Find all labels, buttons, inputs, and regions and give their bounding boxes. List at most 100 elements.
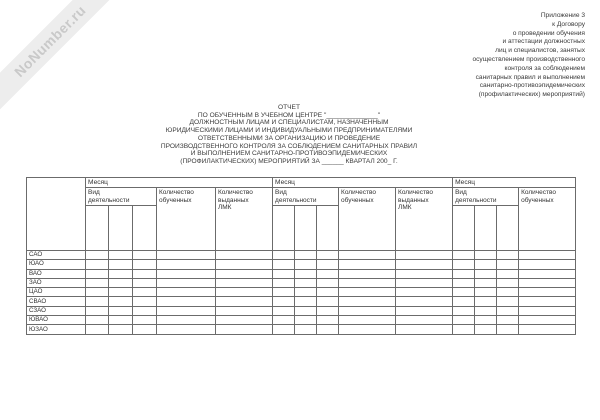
data-cell (474, 296, 498, 307)
district-label: САО (26, 249, 86, 261)
data-cell (518, 268, 577, 279)
data-cell (452, 277, 476, 289)
data-cell (452, 287, 476, 298)
data-cell (474, 259, 498, 270)
data-cell (156, 249, 216, 261)
appendix-note-line: санитарных правил и выполнением (475, 73, 585, 81)
data-cell (452, 296, 476, 307)
data-cell (214, 324, 274, 335)
title-line: ЮРИДИЧЕСКИМИ ЛИЦАМИ И ИНДИВИДУАЛЬНЫМИ ПР… (165, 127, 413, 135)
data-cell (85, 324, 109, 335)
data-cell (452, 324, 476, 335)
table-row: ВАО (26, 268, 577, 279)
data-cell (214, 296, 274, 307)
appendix-note-line: и аттестации должностных (502, 38, 586, 46)
report-table: Месяц Месяц Месяц Вид деятельности Колич… (26, 177, 577, 335)
data-cell (474, 287, 498, 298)
activity-subcell (452, 205, 476, 251)
trained-header-m3: Количество обученных (518, 187, 577, 251)
data-cell (132, 296, 157, 307)
table-row: СЗАО (26, 305, 577, 317)
data-cell (518, 296, 577, 307)
data-cell (395, 324, 454, 335)
data-cell (108, 268, 133, 279)
data-cell (316, 268, 340, 279)
data-cell (85, 296, 109, 307)
data-cell (294, 277, 318, 289)
data-cell (395, 315, 454, 326)
data-cell (496, 277, 520, 289)
data-cell (395, 259, 454, 270)
data-cell (452, 315, 476, 326)
appendix-note-line: осуществлением производственного (472, 55, 585, 63)
data-cell (108, 287, 133, 298)
title-line: ПО ОБУЧЕННЫМ В УЧЕБНОМ ЦЕНТРЕ "_________… (197, 111, 381, 119)
appendix-note-line: о проведении обучения (512, 29, 585, 37)
data-cell (272, 287, 296, 298)
data-cell (395, 296, 454, 307)
data-cell (496, 315, 520, 326)
data-cell (272, 324, 296, 335)
data-cell (156, 315, 216, 326)
data-cell (108, 324, 133, 335)
data-cell (294, 324, 318, 335)
data-cell (294, 315, 318, 326)
district-label: СВАО (26, 296, 86, 307)
data-cell (518, 315, 577, 326)
data-cell (294, 287, 318, 298)
appendix-note-line: санитарно-противоэпидемических (479, 82, 585, 90)
activity-header-m2: Вид деятельности (272, 187, 340, 206)
data-cell (518, 277, 577, 289)
data-cell (108, 259, 133, 270)
data-cell (214, 249, 274, 261)
table-row: САО (26, 249, 577, 261)
data-cell (316, 249, 340, 261)
data-cell (214, 305, 274, 317)
district-label: ЮАО (26, 259, 86, 270)
data-cell (316, 305, 340, 317)
data-cell (474, 305, 498, 317)
appendix-note-line: (профилактических) мероприятий) (478, 91, 585, 99)
data-cell (132, 287, 157, 298)
data-cell (452, 268, 476, 279)
data-cell (496, 324, 520, 335)
data-cell (496, 296, 520, 307)
data-cell (338, 305, 397, 317)
appendix-note: Приложение 3 к Договору о проведении обу… (472, 12, 585, 100)
data-cell (214, 259, 274, 270)
data-cell (496, 268, 520, 279)
activity-subcell (85, 205, 109, 251)
table-row: ЮАО (26, 259, 577, 270)
activity-subcell (474, 205, 498, 251)
watermark: NoNumber.ru (0, 0, 122, 113)
data-cell (156, 268, 216, 279)
data-cell (156, 259, 216, 270)
column-header-row: Вид деятельности Количество обученных Ко… (27, 187, 577, 251)
data-cell (85, 259, 109, 270)
data-cell (214, 277, 274, 289)
title-line: ОТЧЕТ (278, 104, 300, 111)
data-cell (214, 315, 274, 326)
activity-subcell (294, 205, 318, 251)
data-cell (294, 249, 318, 261)
appendix-note-line: лиц и специалистов, занятых (495, 47, 585, 55)
activity-header-m3: Вид деятельности (452, 187, 520, 206)
data-cell (474, 315, 498, 326)
data-cell (132, 305, 157, 317)
title-line: ДОЛЖНОСТНЫМ ЛИЦАМ И СПЕЦИАЛИСТАМ, НАЗНАЧ… (189, 119, 389, 127)
table-row: СВАО (26, 296, 577, 307)
page-title: ОТЧЕТ ПО ОБУЧЕННЫМ В УЧЕБНОМ ЦЕНТРЕ "___… (0, 104, 578, 166)
data-cell (272, 315, 296, 326)
data-cell (338, 296, 397, 307)
data-cell (108, 305, 133, 317)
trained-header-m2: Количество обученных (338, 187, 397, 251)
data-cell (395, 287, 454, 298)
data-cell (518, 287, 577, 298)
appendix-note-line: Приложение 3 (540, 12, 585, 19)
data-cell (108, 296, 133, 307)
data-cell (272, 259, 296, 270)
district-label: ЮВАО (26, 315, 86, 326)
district-label: ЦАО (26, 287, 86, 298)
data-cell (272, 268, 296, 279)
